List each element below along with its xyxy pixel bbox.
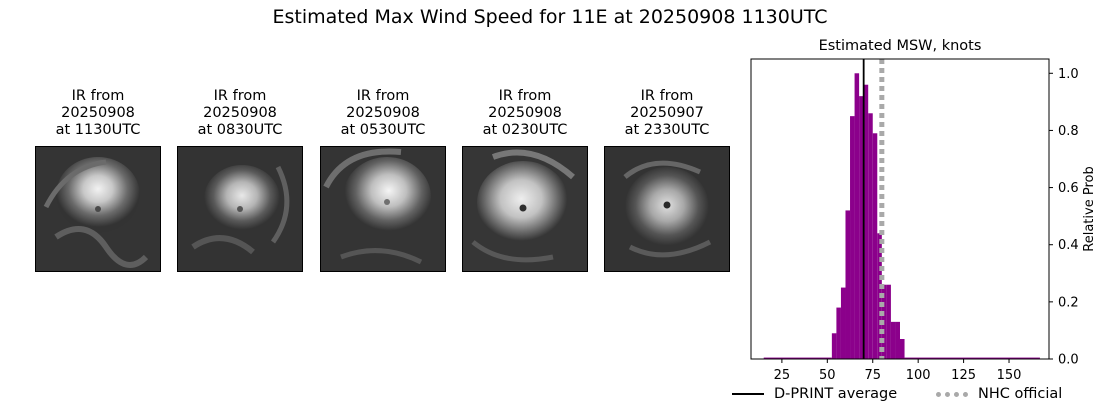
histogram-bar — [845, 210, 851, 359]
x-tick-label: 50 — [819, 368, 836, 383]
label-date: 20250908 — [203, 105, 277, 121]
x-tick-label: 100 — [906, 368, 931, 383]
y-tick-label: 0.2 — [1058, 295, 1079, 310]
label-time: at 0230UTC — [482, 122, 568, 138]
x-axis-ticks: 25 50 75 100 125 150 — [774, 359, 1022, 383]
label-line: IR from — [71, 88, 125, 104]
ir-panel-label: IR from 20250908 at 0230UTC — [462, 88, 588, 142]
legend-item-dprint: D-PRINT average — [732, 386, 897, 402]
ir-panel-4: IR from 20250908 at 0230UTC — [462, 88, 588, 272]
x-tick-label: 25 — [774, 368, 791, 383]
label-date: 20250908 — [346, 105, 420, 121]
label-time: at 2330UTC — [624, 122, 710, 138]
y-tick-label: 0.6 — [1058, 181, 1079, 196]
dotted-line-icon — [936, 391, 968, 397]
y-tick-label: 0.4 — [1058, 238, 1079, 253]
label-time: at 1130UTC — [55, 122, 141, 138]
ir-satellite-image — [177, 146, 303, 272]
label-date: 20250908 — [61, 105, 135, 121]
histogram-bar — [886, 284, 891, 359]
ir-panel-label: IR from 20250908 at 0530UTC — [320, 88, 446, 142]
y-tick-label: 0.8 — [1058, 124, 1079, 139]
ir-satellite-image — [604, 146, 730, 272]
ir-panel-1: IR from 20250908 at 1130UTC — [35, 88, 161, 272]
label-line: IR from — [640, 88, 694, 104]
legend-item-nhc: NHC official — [936, 386, 1062, 402]
ir-panel-2: IR from 20250908 at 0830UTC — [177, 88, 303, 272]
ir-panel-5: IR from 20250907 at 2330UTC — [604, 88, 730, 272]
histogram-bar — [904, 357, 1040, 359]
histogram-bar — [840, 287, 846, 359]
ir-satellite-image — [462, 146, 588, 272]
histogram-bar — [831, 333, 837, 359]
label-line: IR from — [498, 88, 552, 104]
figure-title: Estimated Max Wind Speed for 11E at 2025… — [272, 6, 828, 28]
y-axis-ticks: 0.0 0.2 0.4 0.6 0.8 1.0 — [1049, 67, 1079, 368]
x-tick-label: 75 — [864, 368, 881, 383]
chart-title: Estimated MSW, knots — [819, 38, 982, 54]
histogram-bar — [763, 357, 832, 359]
histogram-bar — [900, 339, 905, 359]
ir-panel-label: IR from 20250908 at 1130UTC — [35, 88, 161, 142]
histogram-bar — [872, 133, 878, 359]
ir-satellite-image — [320, 146, 446, 272]
plot-frame — [750, 58, 1050, 360]
histogram-bar — [836, 307, 841, 359]
solid-line-icon — [732, 393, 764, 395]
histogram-bars — [763, 73, 1040, 360]
label-time: at 0830UTC — [197, 122, 283, 138]
label-date: 20250908 — [488, 105, 562, 121]
ir-panel-label: IR from 20250907 at 2330UTC — [604, 88, 730, 142]
legend-label-dprint: D-PRINT average — [774, 386, 898, 402]
histogram-bar — [890, 321, 896, 359]
x-tick-label: 150 — [997, 368, 1022, 383]
label-line: IR from — [213, 88, 267, 104]
histogram-bar — [863, 84, 869, 359]
histogram-bar — [859, 96, 864, 360]
ir-panel-label: IR from 20250908 at 0830UTC — [177, 88, 303, 142]
y-tick-label: 0.0 — [1058, 353, 1079, 368]
reference-lines — [862, 59, 885, 359]
legend-label-nhc: NHC official — [978, 386, 1063, 402]
ir-satellite-image — [35, 146, 161, 272]
y-tick-label: 1.0 — [1058, 67, 1079, 82]
histogram-bar — [895, 321, 900, 359]
label-date: 20250907 — [630, 105, 704, 121]
histogram-bar — [850, 116, 855, 360]
x-tick-label: 125 — [951, 368, 976, 383]
histogram-bar — [854, 73, 860, 360]
label-line: IR from — [356, 88, 410, 104]
ir-panel-3: IR from 20250908 at 0530UTC — [320, 88, 446, 272]
histogram-bar — [868, 113, 873, 360]
y-axis-label: Relative Prob — [1082, 166, 1097, 251]
label-time: at 0530UTC — [340, 122, 426, 138]
